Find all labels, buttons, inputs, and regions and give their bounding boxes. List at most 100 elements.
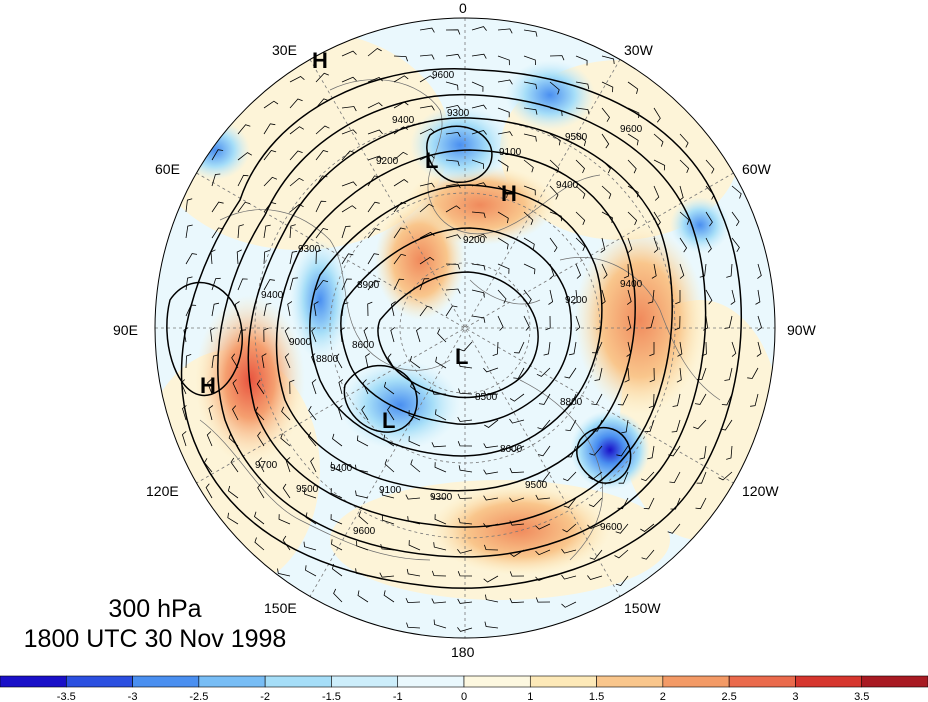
wind-barb — [648, 393, 655, 408]
wind-barb — [457, 627, 473, 632]
wind-barb — [457, 441, 473, 447]
wind-barb — [419, 278, 430, 291]
wind-barb — [257, 483, 265, 499]
wind-barb — [305, 565, 317, 577]
contour-label: 9600 — [620, 124, 643, 135]
wind-barb — [185, 253, 198, 265]
wind-barb — [718, 471, 733, 481]
wind-barb — [419, 305, 433, 317]
wind-barb — [263, 123, 276, 135]
wind-barb — [497, 28, 513, 34]
wind-barb — [434, 462, 447, 473]
wind-barb — [289, 277, 298, 291]
wind-barb — [627, 81, 639, 94]
wind-barb — [289, 177, 304, 187]
wind-barb — [393, 202, 407, 213]
wind-barb — [237, 152, 253, 161]
wind-barb — [281, 406, 291, 421]
wind-barb — [211, 302, 220, 317]
wind-barb — [672, 393, 681, 407]
wind-barb — [549, 159, 560, 174]
wind-barb — [263, 202, 277, 213]
wind-barb — [310, 457, 317, 473]
wind-barb — [623, 263, 630, 279]
wind-barb — [341, 106, 357, 112]
wind-barb — [284, 327, 291, 343]
wind-barb — [211, 227, 224, 239]
longitude-label-30e: 30E — [272, 42, 297, 58]
wind-barb — [445, 81, 459, 91]
wind-barb — [549, 81, 560, 95]
wind-barb — [356, 435, 369, 447]
longitude-label-60w: 60W — [742, 161, 771, 177]
wind-barb — [367, 102, 383, 109]
wind-barb — [337, 405, 343, 421]
wind-barb — [367, 155, 383, 161]
wind-barb — [341, 50, 357, 57]
contour-label: 9500 — [565, 132, 588, 143]
wind-barb — [231, 353, 239, 369]
colorbar-swatch — [0, 675, 67, 688]
wind-barb — [263, 279, 275, 291]
wind-barb — [330, 488, 343, 499]
wind-barb — [308, 405, 317, 421]
contour-label: 9600 — [600, 522, 623, 533]
wind-barb — [471, 26, 487, 31]
colorbar-tick-label: 1.5 — [589, 691, 604, 702]
wind-barb — [647, 445, 655, 460]
contour-label: 9400 — [620, 279, 643, 290]
wind-barb — [331, 539, 343, 551]
wind-barb — [210, 327, 216, 343]
wind-barb — [548, 289, 554, 305]
wind-barb — [575, 263, 582, 279]
contour-label: 9600 — [353, 526, 376, 537]
contour-label: 9300 — [298, 244, 321, 255]
wind-barb — [523, 315, 530, 331]
wind-barb — [257, 431, 265, 447]
wind-barb — [367, 228, 381, 239]
wind-barb — [705, 159, 715, 174]
wind-barb — [311, 379, 317, 395]
wind-barb — [393, 75, 409, 83]
wind-barb — [575, 81, 590, 90]
valid-time-title: 1800 UTC 30 Nov 1998 — [23, 625, 287, 653]
wind-barb — [227, 512, 239, 525]
wind-barb — [592, 419, 603, 432]
wind-barb — [513, 341, 525, 354]
wind-barb — [699, 445, 707, 460]
wind-barb — [588, 497, 603, 508]
wind-barb — [703, 315, 709, 331]
wind-barb — [406, 622, 421, 629]
wind-barb — [617, 393, 629, 406]
wind-barb — [601, 211, 613, 223]
wind-barb — [591, 393, 603, 406]
wind-barb — [341, 253, 354, 265]
wind-barb — [675, 290, 681, 305]
wind-barb — [614, 549, 629, 559]
wind-barb — [653, 107, 661, 123]
wind-barb — [592, 341, 603, 354]
wind-barb — [701, 341, 707, 357]
wind-barb — [497, 237, 509, 250]
wind-barb — [575, 107, 590, 115]
colorbar-tick-label: 3.5 — [854, 691, 869, 702]
wind-barb — [626, 315, 632, 331]
wind-barb — [543, 341, 551, 356]
wind-barb — [705, 211, 713, 227]
wind-barb — [549, 107, 563, 116]
wind-barb — [471, 159, 484, 169]
wind-barb — [211, 354, 219, 369]
wind-barb — [445, 104, 461, 110]
low-marker-north: L — [425, 148, 438, 173]
wind-barb — [330, 461, 343, 473]
wind-barb — [674, 315, 681, 331]
wind-barb — [445, 205, 461, 213]
wind-barb — [237, 329, 247, 343]
wind-barb — [627, 159, 637, 174]
wind-barb — [458, 465, 473, 473]
contour-label: 9200 — [565, 295, 588, 306]
wind-barb — [575, 237, 586, 252]
contour-label: 8600 — [500, 444, 523, 455]
wind-barb — [431, 570, 447, 577]
wind-barb — [393, 278, 405, 291]
